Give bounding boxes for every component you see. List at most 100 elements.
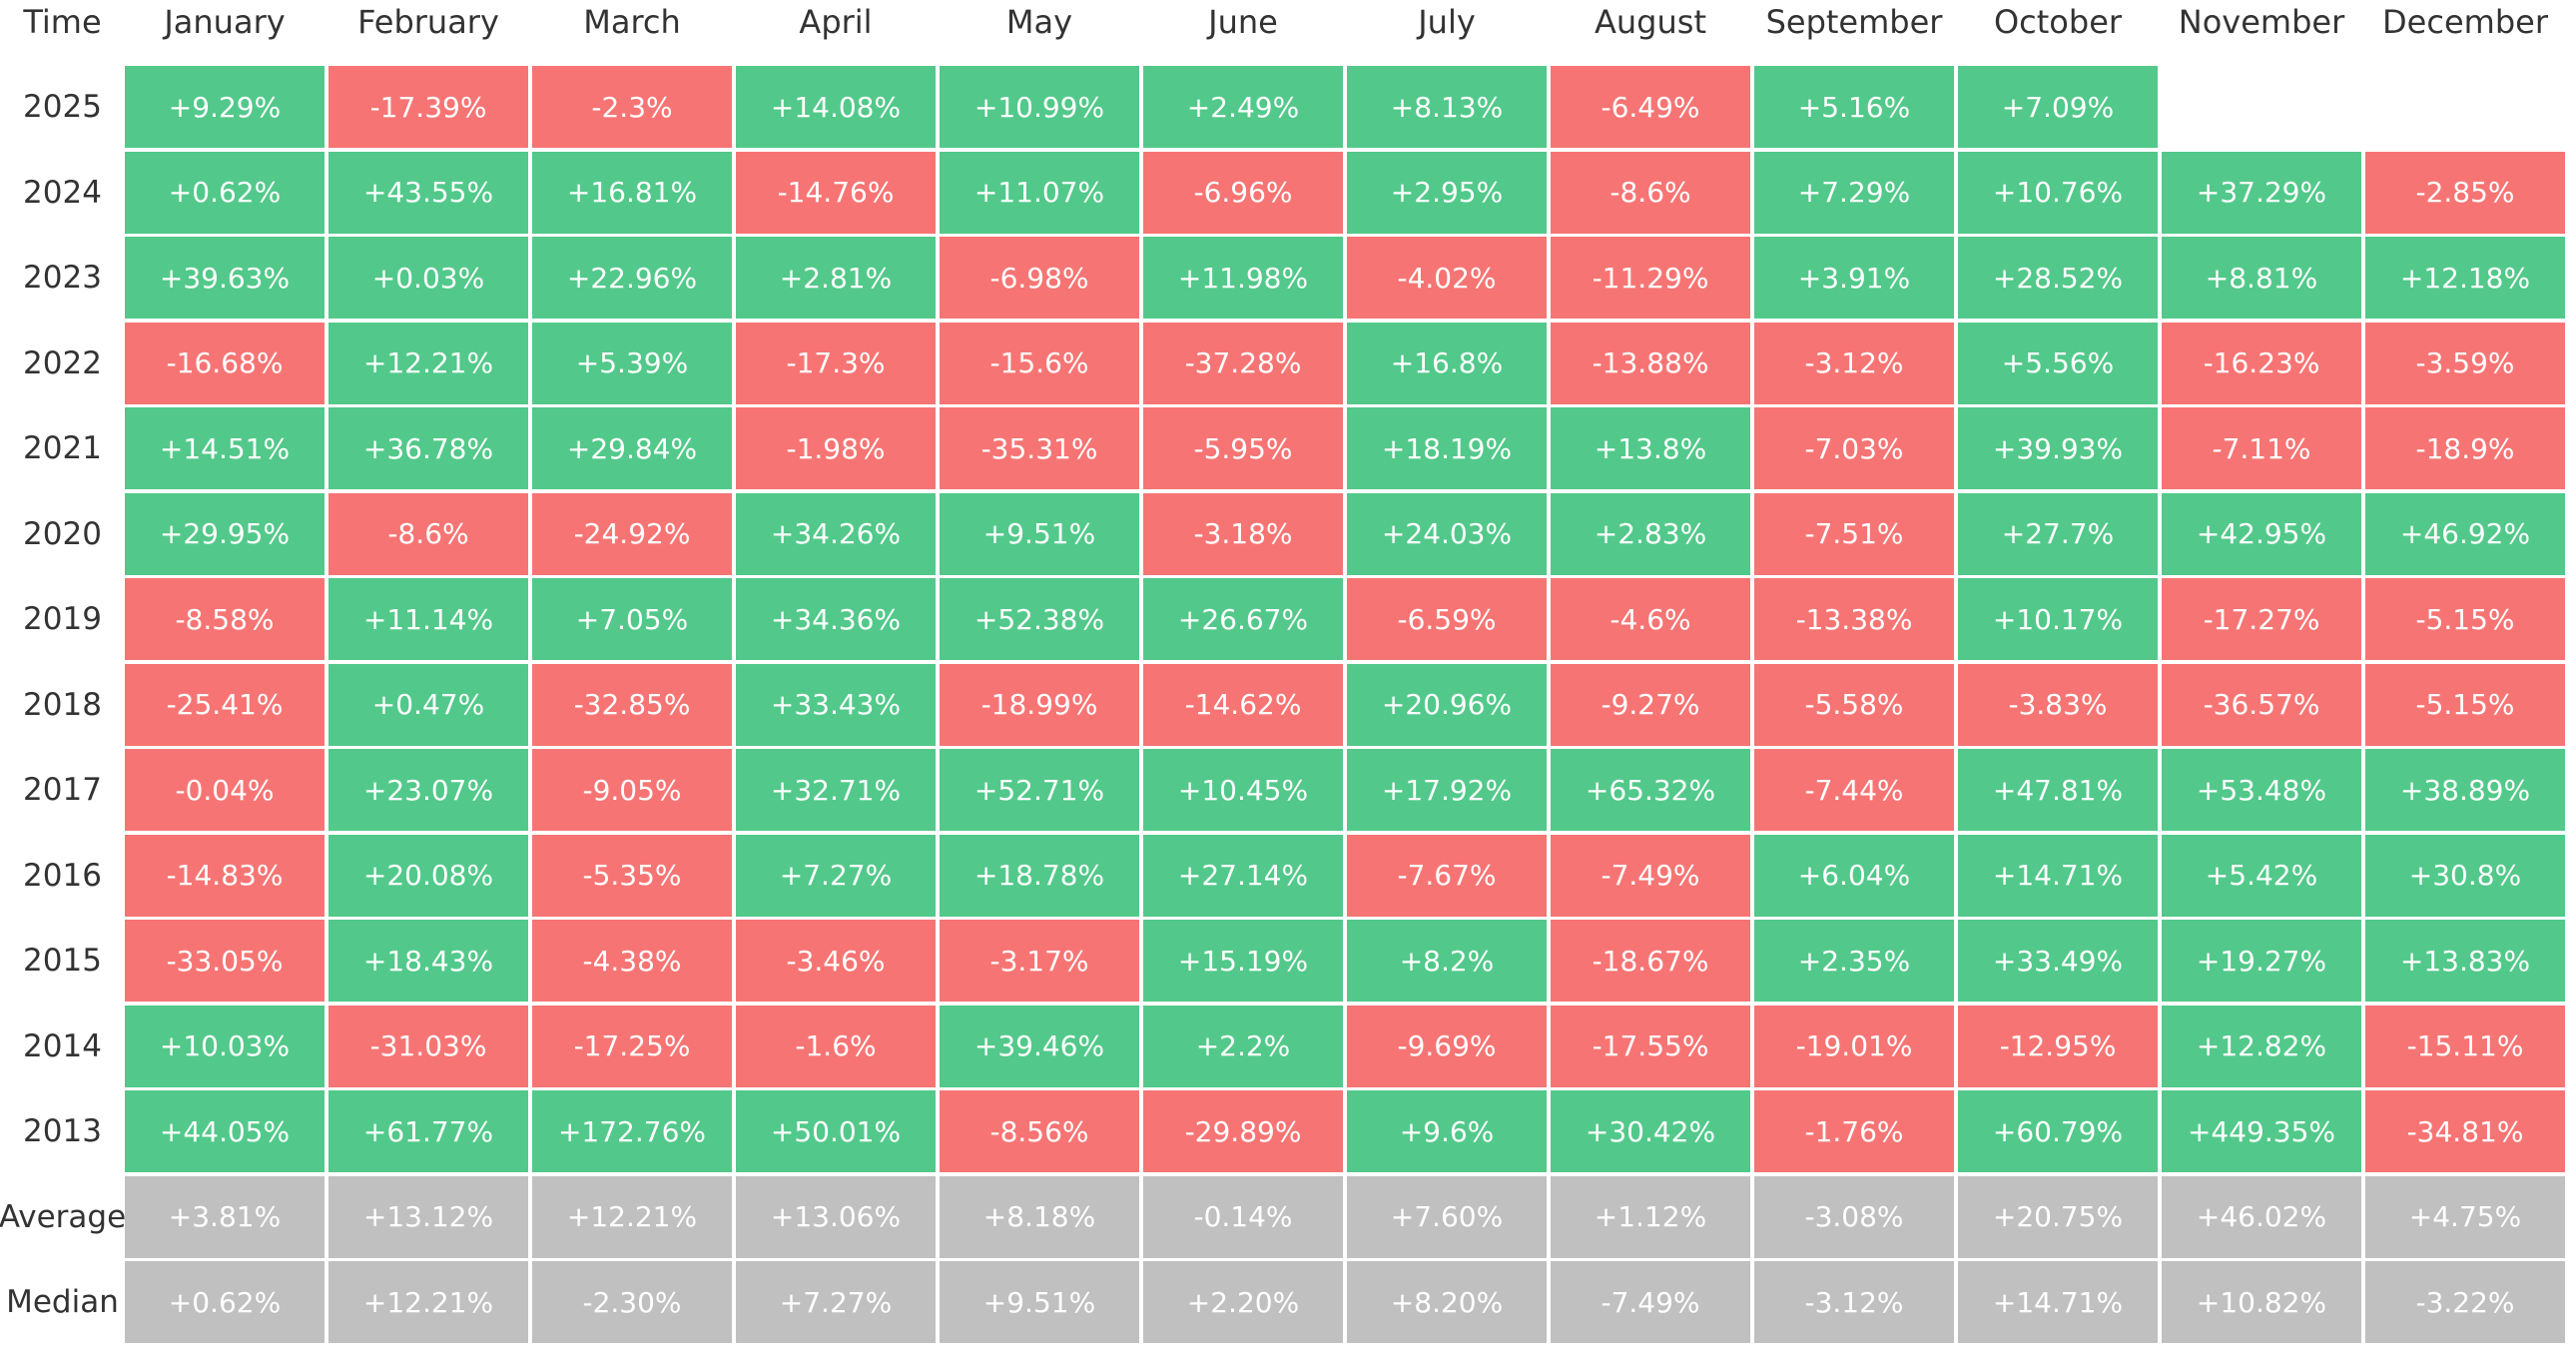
row-label: 2015	[23, 943, 102, 979]
return-cell: +39.46%	[940, 1005, 1139, 1087]
summary-cell: +7.60%	[1347, 1175, 1547, 1258]
return-cell: -5.15%	[2365, 578, 2565, 660]
return-cell: +2.81%	[736, 237, 936, 319]
summary-cell: +13.06%	[736, 1175, 936, 1258]
return-cell: -5.58%	[1754, 663, 1954, 746]
return-cell: -13.88%	[1551, 322, 1750, 404]
return-cell: -5.35%	[532, 834, 732, 917]
summary-cell: -3.22%	[2365, 1261, 2565, 1343]
return-cell: +38.89%	[2365, 749, 2565, 831]
column-header: May	[1005, 3, 1073, 41]
return-cell: -2.3%	[532, 66, 732, 148]
return-cell: -31.03%	[328, 1005, 528, 1087]
return-cell: -17.39%	[328, 66, 528, 148]
return-cell: -3.46%	[736, 920, 936, 1002]
return-cell: -3.18%	[1143, 492, 1343, 575]
return-cell: +12.21%	[328, 322, 528, 404]
return-cell: +11.14%	[328, 578, 528, 660]
return-cell: +22.96%	[532, 237, 732, 319]
return-cell: +43.55%	[328, 151, 528, 234]
summary-cell: -7.49%	[1551, 1261, 1750, 1343]
return-cell: +39.63%	[125, 237, 324, 319]
return-cell: +14.08%	[736, 66, 936, 148]
return-cell: -17.55%	[1551, 1005, 1750, 1087]
return-cell: +5.16%	[1754, 66, 1954, 148]
row-label: 2013	[23, 1113, 102, 1149]
return-cell: -17.27%	[2162, 578, 2361, 660]
return-cell: -9.27%	[1551, 663, 1750, 746]
return-cell: -7.11%	[2162, 407, 2361, 489]
return-cell: -8.58%	[125, 578, 324, 660]
return-cell: +23.07%	[328, 749, 528, 831]
summary-cell: +13.12%	[328, 1175, 528, 1258]
summary-cell: +14.71%	[1958, 1261, 2158, 1343]
row-label: 2019	[23, 601, 102, 637]
return-cell: +449.35%	[2162, 1090, 2361, 1172]
return-cell: -19.01%	[1754, 1005, 1954, 1087]
return-cell: +10.03%	[125, 1005, 324, 1087]
return-cell: +10.99%	[940, 66, 1139, 148]
return-cell: -8.6%	[1551, 151, 1750, 234]
return-cell: -7.44%	[1754, 749, 1954, 831]
return-cell: +33.49%	[1958, 920, 2158, 1002]
row-label: 2022	[23, 344, 102, 381]
return-cell: +8.81%	[2162, 237, 2361, 319]
return-cell: -7.67%	[1347, 834, 1547, 917]
return-cell: +5.56%	[1958, 322, 2158, 404]
return-cell: -5.15%	[2365, 663, 2565, 746]
return-cell: +2.83%	[1551, 492, 1750, 575]
return-cell: +7.27%	[736, 834, 936, 917]
return-cell: -16.68%	[125, 322, 324, 404]
row-label: 2017	[23, 772, 102, 808]
return-cell: -2.85%	[2365, 151, 2565, 234]
return-cell: -1.98%	[736, 407, 936, 489]
column-header: December	[2382, 3, 2548, 41]
return-cell: -8.56%	[940, 1090, 1139, 1172]
return-cell: +13.8%	[1551, 407, 1750, 489]
return-cell: +8.13%	[1347, 66, 1547, 148]
summary-cell: +7.27%	[736, 1261, 936, 1343]
column-header: March	[583, 3, 681, 41]
column-header: October	[1993, 3, 2123, 41]
return-cell: +6.04%	[1754, 834, 1954, 917]
return-cell: -16.23%	[2162, 322, 2361, 404]
return-cell: +10.17%	[1958, 578, 2158, 660]
row-label: 2020	[23, 515, 102, 552]
return-cell: +33.43%	[736, 663, 936, 746]
return-cell: +18.19%	[1347, 407, 1547, 489]
summary-cell: +10.82%	[2162, 1261, 2361, 1343]
return-cell: +12.18%	[2365, 237, 2565, 319]
return-cell: +3.91%	[1754, 237, 1954, 319]
column-header: June	[1208, 3, 1278, 41]
return-cell: -24.92%	[532, 492, 732, 575]
return-cell: -7.51%	[1754, 492, 1954, 575]
return-cell: -4.38%	[532, 920, 732, 1002]
return-cell: +53.48%	[2162, 749, 2361, 831]
return-cell: -37.28%	[1143, 322, 1343, 404]
return-cell: +44.05%	[125, 1090, 324, 1172]
row-label: 2024	[23, 174, 102, 211]
row-label: 2014	[23, 1027, 102, 1064]
return-cell: +65.32%	[1551, 749, 1750, 831]
return-cell: -7.49%	[1551, 834, 1750, 917]
return-cell: +7.09%	[1958, 66, 2158, 148]
return-cell: -25.41%	[125, 663, 324, 746]
return-cell: +60.79%	[1958, 1090, 2158, 1172]
column-header: April	[799, 3, 873, 41]
return-cell: +27.7%	[1958, 492, 2158, 575]
return-cell: -34.81%	[2365, 1090, 2565, 1172]
return-cell: -1.6%	[736, 1005, 936, 1087]
return-cell: -15.11%	[2365, 1005, 2565, 1087]
return-cell: +18.78%	[940, 834, 1139, 917]
return-cell: +0.47%	[328, 663, 528, 746]
return-cell: -12.95%	[1958, 1005, 2158, 1087]
summary-cell: +12.21%	[532, 1175, 732, 1258]
summary-cell: +4.75%	[2365, 1175, 2565, 1258]
return-cell: -32.85%	[532, 663, 732, 746]
column-header: August	[1595, 3, 1706, 41]
return-cell: -6.96%	[1143, 151, 1343, 234]
return-cell: -17.25%	[532, 1005, 732, 1087]
return-cell: +0.03%	[328, 237, 528, 319]
return-cell: +20.96%	[1347, 663, 1547, 746]
row-label: 2021	[23, 430, 102, 466]
